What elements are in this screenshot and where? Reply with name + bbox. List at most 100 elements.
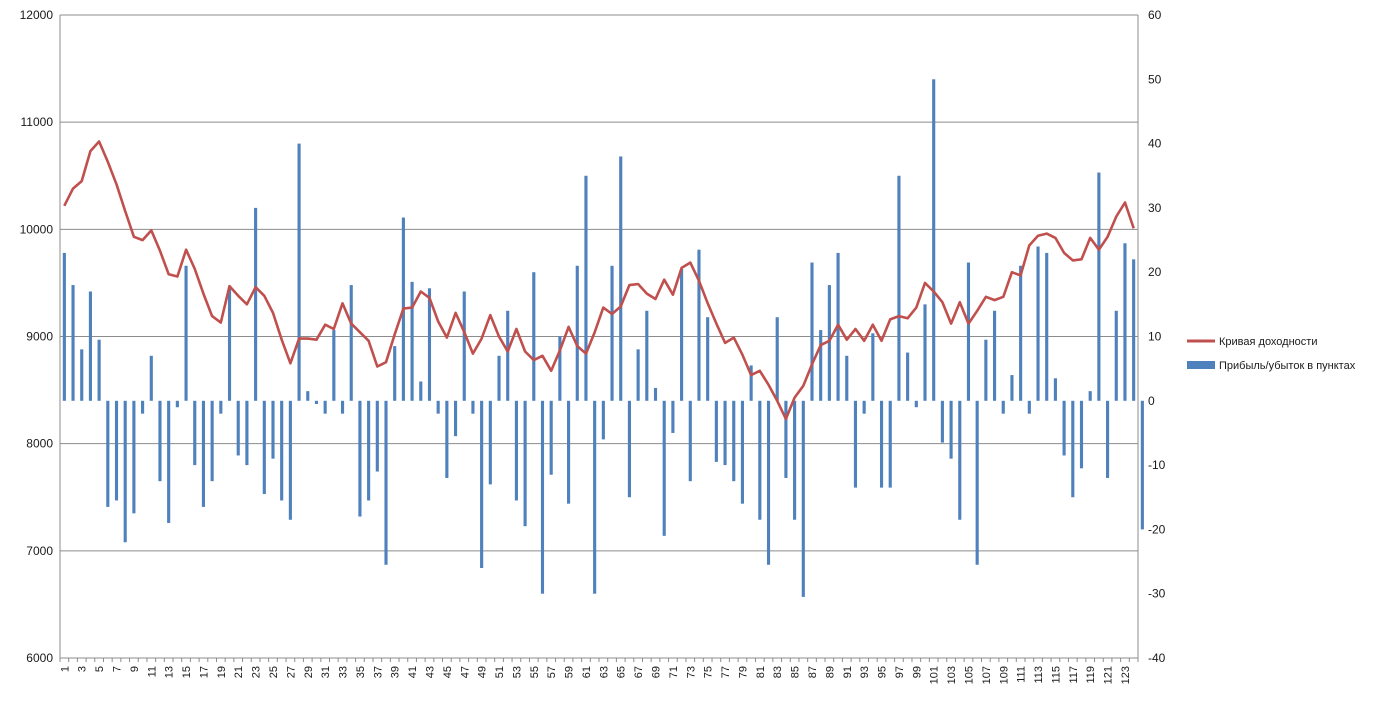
bar	[949, 400, 953, 459]
x-tick-label: 41	[407, 666, 419, 678]
legend-label-bar: Прибыль/убыток в пунктах	[1219, 360, 1356, 372]
bar	[480, 400, 484, 568]
x-tick-label: 63	[598, 666, 610, 678]
x-tick-label: 91	[842, 666, 854, 678]
x-tick-label: 27	[285, 666, 297, 678]
legend-label-line: Кривая доходности	[1219, 336, 1317, 348]
x-tick-label: 67	[633, 666, 645, 678]
y-left-tick-label: 7000	[26, 544, 53, 558]
x-tick-label: 23	[251, 666, 263, 678]
bar	[645, 310, 649, 401]
x-tick-label: 21	[233, 666, 245, 678]
y-right-tick-label: 60	[1148, 8, 1162, 22]
y-left-tick-label: 8000	[26, 437, 53, 451]
x-tick-label: 49	[477, 666, 489, 678]
bar	[123, 400, 127, 543]
bar	[575, 265, 579, 401]
x-tick-label: 81	[755, 666, 767, 678]
x-tick-label: 121	[1103, 666, 1115, 684]
bar	[471, 400, 475, 414]
x-tick-label: 119	[1085, 666, 1097, 684]
x-tick-label: 101	[929, 666, 941, 684]
bar	[193, 400, 197, 466]
x-tick-label: 45	[442, 666, 454, 678]
bar	[888, 400, 892, 488]
bar	[966, 262, 971, 401]
bar	[245, 400, 249, 466]
x-tick-label: 31	[320, 666, 332, 678]
bar	[1088, 391, 1092, 401]
x-tick-label: 93	[859, 666, 871, 678]
bar	[593, 400, 597, 594]
bar	[236, 400, 240, 456]
bar	[1132, 259, 1136, 401]
bar	[732, 400, 736, 482]
bar	[932, 79, 936, 401]
x-tick-label: 15	[181, 666, 193, 678]
bar	[897, 175, 901, 401]
bar	[653, 387, 658, 401]
y-right-tick-label: -20	[1148, 522, 1166, 536]
x-tick-label: 111	[1016, 666, 1028, 683]
bar	[271, 400, 275, 459]
bar	[1079, 400, 1084, 469]
bar	[827, 285, 831, 401]
bar	[740, 400, 745, 504]
bar	[1140, 400, 1144, 530]
x-tick-label: 39	[390, 666, 402, 678]
x-tick-label: 17	[198, 666, 210, 678]
bar	[914, 400, 918, 408]
bar	[114, 400, 119, 501]
bar	[749, 365, 753, 401]
bar	[1010, 375, 1014, 401]
bar	[80, 349, 84, 401]
bar	[1097, 172, 1101, 401]
bar	[332, 330, 336, 401]
bar	[619, 156, 623, 401]
bar	[766, 400, 771, 565]
bar	[280, 400, 284, 501]
bar	[532, 272, 536, 401]
bar	[601, 400, 605, 440]
bar	[1123, 243, 1127, 401]
bar	[462, 291, 466, 401]
bar	[784, 400, 788, 478]
x-tick-label: 97	[894, 666, 906, 678]
bar	[845, 355, 849, 401]
bar	[923, 304, 927, 401]
x-tick-label: 13	[164, 666, 176, 678]
bar	[610, 265, 614, 401]
bar	[775, 317, 779, 401]
bar	[706, 317, 710, 401]
bar	[975, 400, 979, 565]
y-left-tick-label: 11000	[21, 115, 54, 129]
x-tick-label: 107	[981, 666, 993, 684]
bar	[1062, 400, 1066, 456]
bar	[167, 400, 171, 523]
y-right-tick-label: 20	[1148, 265, 1162, 279]
bar	[410, 281, 414, 401]
bar	[219, 400, 223, 414]
bar	[375, 400, 379, 472]
x-tick-label: 89	[824, 666, 836, 678]
bar	[567, 400, 571, 504]
x-tick-label: 55	[529, 666, 541, 678]
bar	[871, 333, 875, 401]
bar	[349, 285, 353, 401]
y-right-tick-label: 40	[1148, 137, 1162, 151]
bar	[97, 339, 101, 401]
bar	[853, 400, 858, 488]
x-tick-label: 37	[372, 666, 384, 678]
x-tick-label: 77	[720, 666, 732, 678]
x-tick-label: 123	[1120, 666, 1132, 684]
bar	[636, 349, 640, 401]
bar	[419, 381, 423, 401]
y-left-tick-label: 12000	[20, 8, 54, 22]
x-tick-label: 85	[790, 666, 802, 678]
bar	[1106, 400, 1110, 478]
x-tick-label: 1	[59, 666, 71, 672]
bar	[984, 339, 988, 401]
bar	[453, 400, 458, 437]
x-tick-label: 35	[355, 666, 367, 678]
